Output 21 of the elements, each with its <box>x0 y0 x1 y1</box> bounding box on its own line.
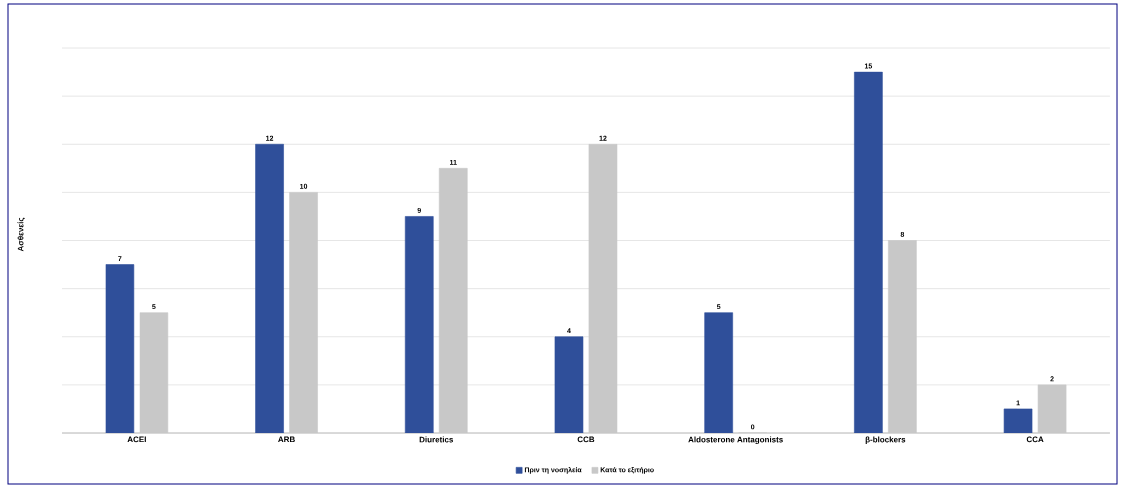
x-tick-label: ACEI <box>127 436 146 443</box>
bar <box>139 312 169 433</box>
bar <box>289 192 318 433</box>
bar <box>255 143 284 433</box>
x-tick-label: Diuretics <box>419 436 454 443</box>
bar <box>105 264 135 433</box>
bar <box>704 312 733 433</box>
bar <box>404 216 434 433</box>
bar <box>854 71 883 433</box>
bar <box>1003 408 1033 433</box>
bar <box>588 143 618 433</box>
bar <box>438 168 468 433</box>
x-tick-label: CCA <box>1026 436 1044 443</box>
x-tick-label: CCB <box>577 436 595 443</box>
bar <box>554 336 584 433</box>
y-axis-title: Ασθενείς <box>17 217 25 252</box>
bar <box>1037 384 1067 433</box>
x-tick-label: β-blockers <box>865 436 906 444</box>
bar <box>888 240 917 433</box>
x-tick-label: Aldosterone Antagonists <box>688 436 783 445</box>
x-tick-label: ARB <box>278 436 295 443</box>
